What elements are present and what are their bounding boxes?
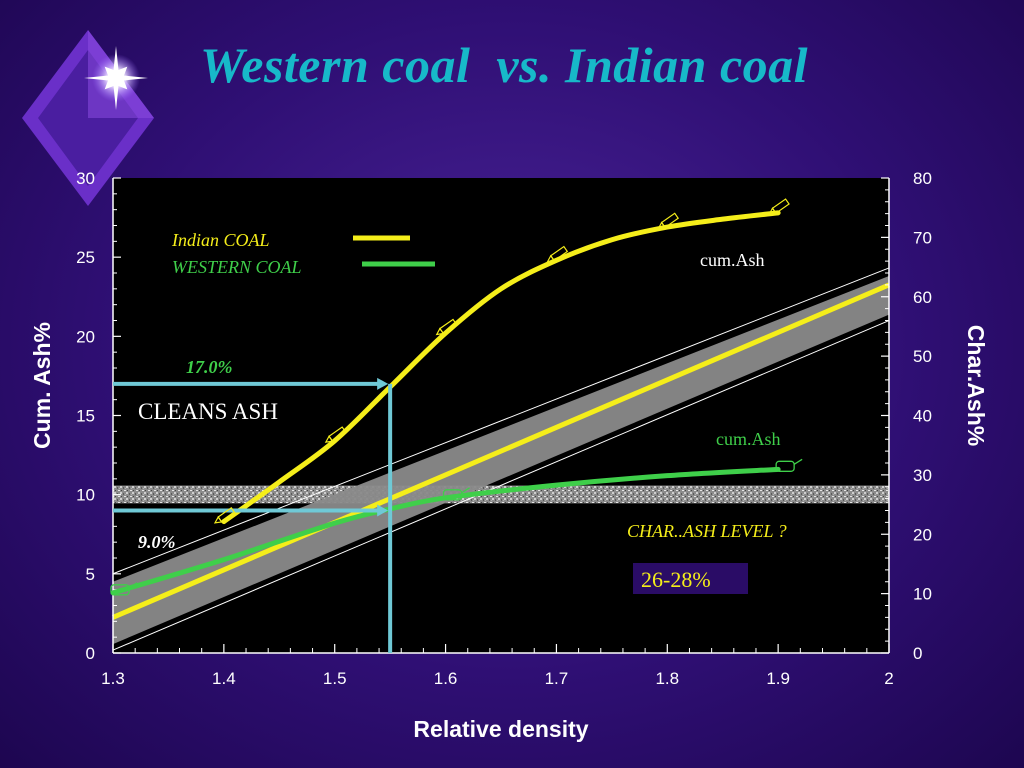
x-axis-title: Relative density [413, 716, 588, 742]
x-tick-label: 1.9 [766, 669, 790, 688]
pencil-marker-tip [768, 207, 777, 215]
pencil-marker-tip [324, 435, 334, 443]
y-left-tick-label: 0 [86, 644, 95, 663]
western-point-marker [442, 487, 470, 501]
hand-marker-finger [793, 458, 803, 465]
x-tick-label: 1.4 [212, 669, 236, 688]
hand-marker-body [110, 584, 130, 596]
legend-western-label: WESTERN COAL [172, 257, 302, 277]
indian-point-marker [546, 245, 569, 263]
char-ash-level-band [113, 485, 889, 504]
x-tick-label: 2 [884, 669, 893, 688]
western-point-marker [110, 582, 138, 596]
slide-title: Western coal vs. Indian coal [200, 37, 809, 93]
indian-point-marker [768, 198, 790, 215]
x-tick-label: 1.8 [655, 669, 679, 688]
char-ash-line [112, 282, 890, 620]
y-right-tick-label: 0 [913, 644, 922, 663]
pencil-marker-tip [657, 221, 667, 230]
x-tick-label: 1.3 [101, 669, 125, 688]
pencil-marker-tip [213, 515, 223, 524]
level-value-box [633, 563, 748, 594]
y-right-axis-title: Char.Ash% [963, 325, 989, 446]
y-right-tick-label: 40 [913, 407, 932, 426]
indian-point-marker [657, 212, 680, 230]
y-left-tick-label: 10 [76, 486, 95, 505]
western-cum-ash-label: cum.Ash [716, 429, 781, 449]
star-diamond-logo [22, 30, 154, 206]
cleans-ash-label: CLEANS ASH [138, 399, 278, 424]
legend-indian-label: Indian COAL [171, 230, 270, 250]
y-right-tick-label: 30 [913, 466, 932, 485]
hand-marker-finger [461, 487, 470, 494]
indian-point-marker [324, 426, 347, 443]
y-left-axis-title: Cum. Ash% [29, 322, 55, 449]
guide-arrow-9 [377, 504, 389, 517]
western-coal-cum-ash-line [110, 466, 781, 596]
indian-coal-cum-ash-line [221, 210, 781, 525]
y-right-tick-label: 60 [913, 288, 932, 307]
indian-point-marker [213, 506, 236, 524]
y-right-tick-label: 10 [913, 585, 932, 604]
indian-point-marker [435, 318, 458, 336]
y-right-tick-label: 80 [913, 169, 932, 188]
western-point-marker [775, 458, 803, 472]
hand-marker-finger [128, 582, 138, 589]
indian-cum-ash-label: cum.Ash [700, 250, 765, 270]
y-left-tick-label: 30 [76, 169, 95, 188]
y-right-tick-label: 70 [913, 228, 932, 247]
guide-label-17: 17.0% [186, 357, 233, 377]
char-ash-band-upper-edge [112, 267, 890, 575]
hand-marker-body [442, 489, 463, 501]
hand-marker-body [775, 460, 795, 472]
x-tick-label: 1.7 [545, 669, 569, 688]
y-left-tick-label: 25 [76, 248, 95, 267]
guide-label-9: 9.0% [138, 532, 176, 552]
char-ash-level-label: CHAR..ASH LEVEL ? [627, 521, 787, 541]
pencil-marker-tip [435, 327, 445, 336]
y-left-tick-label: 15 [76, 407, 95, 426]
y-right-tick-label: 50 [913, 347, 932, 366]
char-ash-band-lower-edge [112, 320, 890, 651]
y-left-tick-label: 5 [86, 565, 95, 584]
x-tick-label: 1.5 [323, 669, 347, 688]
y-right-tick-label: 20 [913, 525, 932, 544]
level-value: 26-28% [641, 567, 711, 592]
pencil-marker-tip [546, 254, 556, 263]
guide-arrow-17 [377, 377, 389, 390]
y-left-tick-label: 20 [76, 327, 95, 346]
x-tick-label: 1.6 [434, 669, 458, 688]
